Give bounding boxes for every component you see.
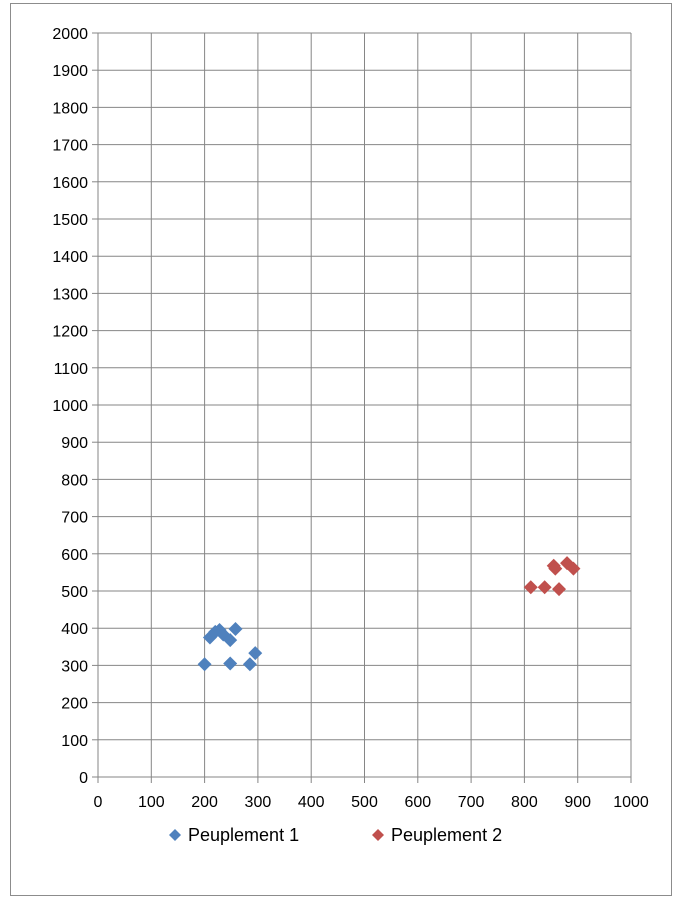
data-point [223, 656, 238, 671]
legend-marker [372, 829, 384, 841]
axes [92, 32, 632, 783]
y-tick-label: 1800 [52, 100, 88, 117]
x-tick-label: 500 [351, 794, 378, 811]
chart-frame [10, 3, 672, 896]
legend-label: Peuplement 2 [391, 825, 502, 845]
y-tick-label: 0 [79, 770, 88, 787]
y-tick-label: 1400 [52, 249, 88, 266]
y-tick-label: 1600 [52, 175, 88, 192]
y-tick-label: 100 [61, 733, 88, 750]
data-points [197, 556, 581, 672]
data-point [197, 657, 212, 672]
y-tick-label: 900 [61, 435, 88, 452]
data-point [242, 657, 257, 672]
y-tick-label: 500 [61, 584, 88, 601]
data-point [552, 582, 567, 597]
y-tick-label: 200 [61, 696, 88, 713]
y-tick-label: 1300 [52, 286, 88, 303]
x-tick-label: 400 [298, 794, 325, 811]
y-tick-labels: 0 100 200 300 400 500 600 700 800 900 1000 1100 1200… [52, 26, 88, 787]
y-tick-label: 300 [61, 658, 88, 675]
x-tick-label: 0 [94, 794, 103, 811]
y-tick-label: 800 [61, 472, 88, 489]
data-point [537, 580, 552, 595]
data-point [223, 633, 238, 648]
y-tick-label: 1200 [52, 324, 88, 341]
legend-label: Peuplement 1 [188, 825, 299, 845]
grid-lines [98, 32, 632, 777]
y-tick-label: 700 [61, 510, 88, 527]
y-tick-label: 600 [61, 547, 88, 564]
x-tick-labels: 0 100 200 300 400 500 600 700 800 900 1000 [94, 794, 649, 811]
x-tick-label: 300 [245, 794, 272, 811]
x-tick-label: 900 [564, 794, 591, 811]
y-tick-label: 1000 [52, 398, 88, 415]
y-tick-label: 400 [61, 621, 88, 638]
data-point [523, 580, 538, 595]
data-point [248, 646, 263, 661]
x-tick-label: 700 [458, 794, 485, 811]
x-tick-label: 100 [138, 794, 165, 811]
data-point [548, 561, 563, 576]
x-tick-label: 1000 [613, 794, 649, 811]
x-tick-label: 800 [511, 794, 538, 811]
y-tick-label: 1500 [52, 212, 88, 229]
y-tick-label: 1700 [52, 138, 88, 155]
y-tick-label: 2000 [52, 26, 88, 43]
legend-marker [169, 829, 181, 841]
data-point [566, 561, 581, 576]
y-tick-label: 1900 [52, 63, 88, 80]
data-point [228, 621, 243, 636]
y-tick-label: 1100 [54, 361, 89, 378]
x-tick-label: 200 [191, 794, 218, 811]
x-tick-label: 600 [404, 794, 431, 811]
legend: Peuplement 1 Peuplement 2 [169, 825, 502, 845]
